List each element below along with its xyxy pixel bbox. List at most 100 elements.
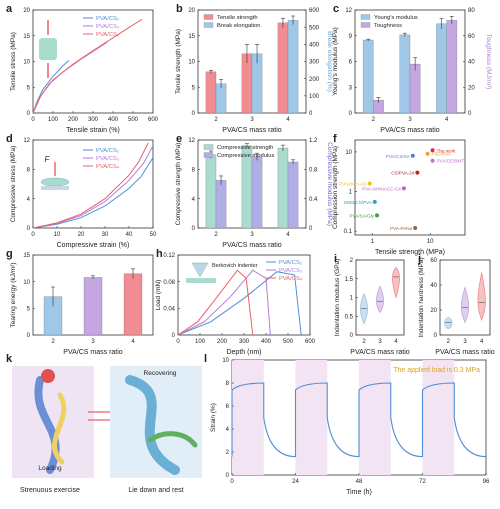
y-tick-label: 200 bbox=[309, 77, 320, 83]
y-tick-label: 10 bbox=[345, 150, 352, 156]
legend-label: PVA/CS₃ bbox=[279, 268, 303, 274]
fiber-icon bbox=[147, 431, 198, 448]
x-axis-label: PVA/CS mass ratio bbox=[222, 127, 281, 134]
inset-label: Berkovich indenter bbox=[212, 263, 258, 269]
point-label: PVA-PANa bbox=[390, 226, 412, 231]
y-axis-label: Young's modulus (MPa) bbox=[332, 27, 339, 96]
y-tick-label: 3 bbox=[349, 85, 353, 91]
y-tick-label: 60 bbox=[430, 258, 437, 264]
plot-frame bbox=[439, 259, 491, 336]
x-tick-label: 1 bbox=[371, 239, 375, 245]
y-tick-label: 2 bbox=[226, 450, 230, 456]
specimen-icon bbox=[39, 38, 57, 60]
x-tick-label: 300 bbox=[88, 117, 99, 123]
y-tick-label: 0.1 bbox=[344, 229, 353, 235]
force-label: F bbox=[45, 155, 51, 164]
y-tick-label: 0 bbox=[226, 473, 230, 479]
panel-e: e PVA/CS mass ratio Compressive strength (… bbox=[175, 133, 333, 249]
legend-label: Compressive strength bbox=[217, 145, 273, 151]
y-tick-label: 0.12 bbox=[163, 253, 175, 259]
x-tick-label: 40 bbox=[126, 232, 133, 238]
y-tick-label: 12 bbox=[188, 138, 195, 144]
x-tick-label: 10 bbox=[54, 232, 61, 238]
y-tick-label: 5 bbox=[192, 85, 196, 91]
x-tick-label: 96 bbox=[483, 479, 490, 485]
series-line bbox=[32, 18, 143, 114]
bar bbox=[277, 147, 289, 229]
x-axis-label: Depth (nm) bbox=[226, 349, 261, 356]
x-tick-label: 600 bbox=[148, 117, 159, 123]
x-tick-label: 200 bbox=[217, 339, 228, 345]
y-tick-label: 9 bbox=[349, 34, 353, 40]
data-point bbox=[413, 226, 418, 231]
bar bbox=[287, 20, 299, 114]
y-tick-label: 0.5 bbox=[345, 314, 354, 320]
y-axis-label: Indentation hardness (MPa) bbox=[418, 257, 425, 337]
y-tick-label: 8 bbox=[192, 168, 196, 174]
y-tick-label: 15 bbox=[23, 253, 30, 259]
y-tick-label: 4 bbox=[226, 427, 230, 433]
category-label: 4 bbox=[480, 339, 484, 345]
y-tick-label: 10 bbox=[222, 358, 229, 364]
y-tick-label: 10 bbox=[188, 60, 195, 66]
point-label: The work bbox=[437, 148, 457, 153]
x-tick-label: 0 bbox=[31, 117, 35, 123]
data-point bbox=[367, 181, 372, 186]
series-line bbox=[32, 60, 70, 114]
y2-axis-label: Toughness (MJ/m³) bbox=[485, 34, 492, 90]
legend-label: Compressive modulus bbox=[217, 153, 274, 159]
point-label: PVA/SA/Gly bbox=[350, 213, 375, 218]
y-tick-label: 40 bbox=[468, 60, 475, 66]
violin bbox=[392, 266, 400, 299]
panel-g: g PVA/CS mass ratio Tearing energy (kJ/m²)… bbox=[6, 248, 154, 356]
panel-i: i PVA/CS mass ratio Indentation modulus (G… bbox=[334, 253, 410, 356]
y-tick-label: 80 bbox=[468, 8, 475, 14]
fiber-icon bbox=[125, 375, 180, 475]
panel-k: k Loading Recovering Strenuous exercise Lie … bbox=[6, 353, 202, 494]
panel-letter: e bbox=[176, 133, 182, 145]
y-tick-label: 20 bbox=[23, 8, 30, 14]
y-tick-label: 20 bbox=[430, 308, 437, 314]
x-axis-label: Tensile strength (MPa) bbox=[375, 249, 445, 256]
y-tick-label: 2 bbox=[350, 258, 354, 264]
legend-swatch bbox=[203, 152, 214, 158]
indenter-icon bbox=[191, 262, 209, 278]
y-tick-label: 40 bbox=[430, 283, 437, 289]
violin bbox=[376, 285, 384, 314]
x-tick-label: 24 bbox=[292, 479, 299, 485]
y-tick-label: 10 bbox=[23, 280, 30, 286]
category-label: 3 bbox=[378, 339, 382, 345]
panel-letter: j bbox=[417, 253, 421, 265]
series-line bbox=[177, 269, 254, 336]
y-tick-label: 15 bbox=[188, 34, 195, 40]
y-tick-label: 0 bbox=[27, 111, 31, 117]
loading-interval bbox=[295, 360, 328, 475]
panel-letter: c bbox=[333, 3, 339, 15]
panel-h: h Depth (nm) Load (mN) 0 100 200 300 400 500 600 0… bbox=[155, 248, 316, 356]
panel-a: a Tensile strain (%) Tensile stress (MPa) 0… bbox=[6, 3, 159, 134]
legend-label: PVA/CS₄ bbox=[96, 164, 120, 170]
y-tick-label: 0 bbox=[309, 226, 313, 232]
x-tick-label: 500 bbox=[128, 117, 139, 123]
bar bbox=[123, 273, 143, 336]
y-tick-label: 100 bbox=[309, 94, 320, 100]
series-line bbox=[231, 382, 487, 458]
x-tick-label: 600 bbox=[305, 339, 316, 345]
y-tick-label: 60 bbox=[468, 34, 475, 40]
legend-label: PVA/CS₃ bbox=[96, 24, 120, 30]
category-label: 4 bbox=[286, 117, 290, 123]
loading-label: Loading bbox=[38, 465, 62, 472]
y-tick-label: 0 bbox=[192, 226, 196, 232]
violin bbox=[444, 317, 453, 330]
data-point bbox=[372, 199, 377, 204]
panel-letter: a bbox=[6, 3, 13, 15]
annotation: The applied load is 0.3 MPa bbox=[393, 367, 480, 374]
x-tick-label: 400 bbox=[108, 117, 119, 123]
legend-label: PVA/CS₂ bbox=[96, 148, 119, 154]
x-axis-label: Tensile strain (%) bbox=[66, 127, 120, 134]
y-tick-label: 0 bbox=[27, 333, 31, 339]
y-axis-label: Compressive stress (MPa) bbox=[10, 146, 17, 223]
series-line bbox=[32, 145, 154, 229]
y-tick-label: 8 bbox=[27, 168, 31, 174]
